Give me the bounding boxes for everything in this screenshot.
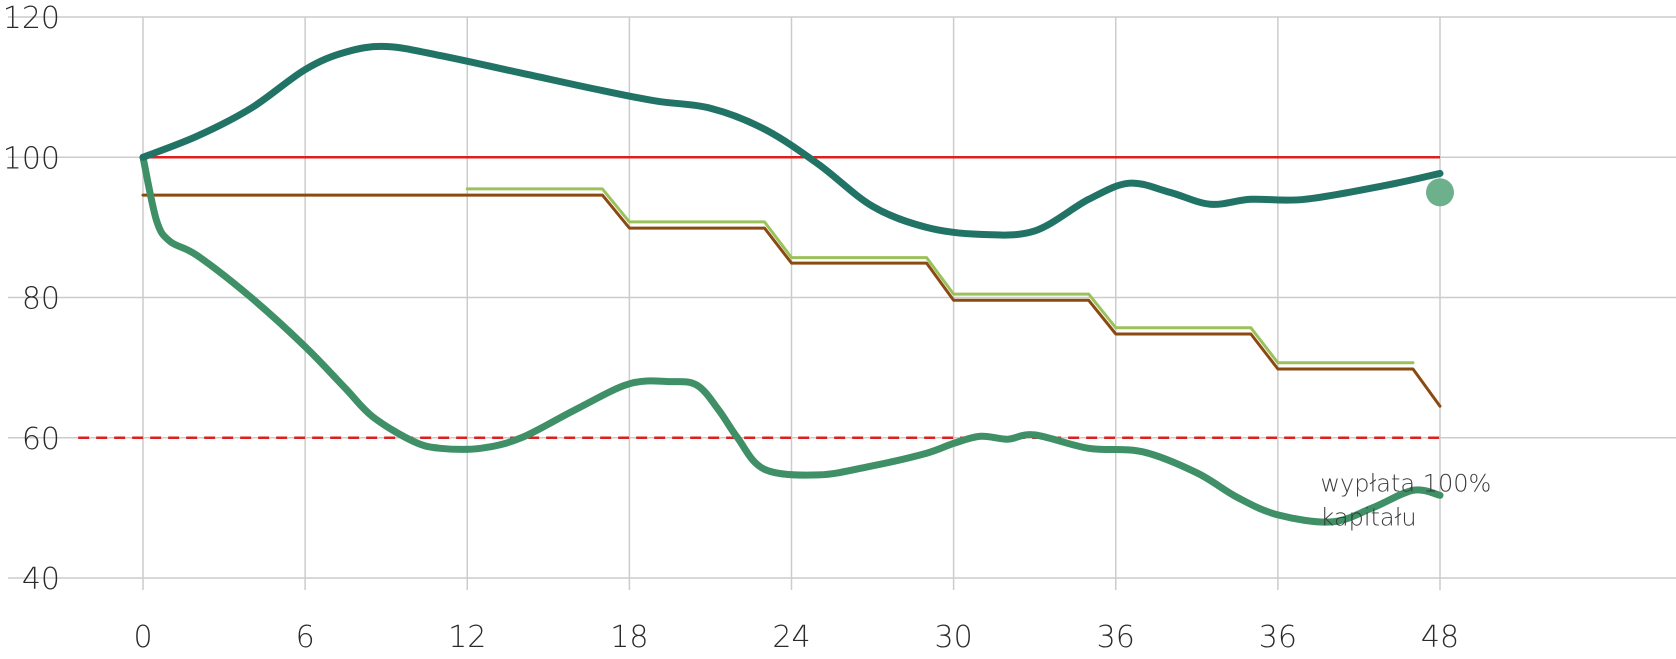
x-tick-label: 24 bbox=[772, 620, 810, 655]
x-tick-label: 30 bbox=[935, 620, 973, 655]
annotation-label: wypłata 100% bbox=[1320, 469, 1491, 497]
x-tick-label: 6 bbox=[296, 620, 315, 655]
series-line-lower bbox=[139, 153, 1444, 526]
x-tick-label: 18 bbox=[610, 620, 648, 655]
y-tick-label: 60 bbox=[22, 422, 60, 457]
reference-lines bbox=[78, 156, 1440, 439]
y-tick-label: 40 bbox=[22, 562, 60, 597]
markers bbox=[1426, 178, 1454, 207]
annotation-label: kapitału bbox=[1320, 503, 1416, 531]
x-tick-label: 0 bbox=[133, 620, 152, 655]
series-lines bbox=[139, 42, 1444, 526]
end-point-marker bbox=[1426, 178, 1454, 207]
series-line-step-light bbox=[465, 187, 1415, 365]
x-tick-label: 12 bbox=[448, 620, 486, 655]
x-tick-label: 36 bbox=[1097, 620, 1135, 655]
series-line-step bbox=[141, 193, 1442, 408]
x-tick-label: 36 bbox=[1259, 620, 1297, 655]
y-tick-label: 100 bbox=[3, 141, 60, 176]
x-tick-label: 48 bbox=[1421, 620, 1459, 655]
x-axis-ticks: 0 6 12 18 24 30 36 36 48 bbox=[133, 620, 1459, 655]
annotations: wypłata 100% kapitału bbox=[1320, 469, 1491, 531]
y-axis-ticks: 40 60 80 100 120 bbox=[3, 1, 60, 597]
y-tick-label: 80 bbox=[22, 282, 60, 317]
y-tick-label: 120 bbox=[3, 1, 60, 36]
series-line-upper bbox=[139, 42, 1444, 239]
